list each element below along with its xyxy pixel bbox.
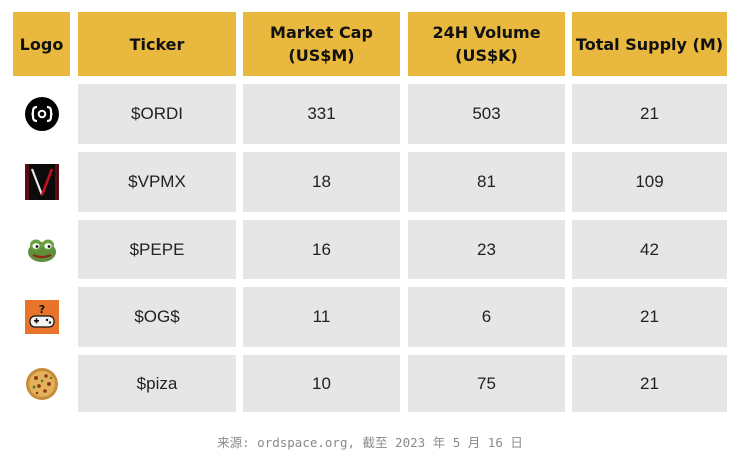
pepe-frog-icon [27, 239, 56, 262]
row-market-cap: 10 [243, 355, 400, 412]
ordi-logo-icon [24, 97, 59, 131]
header-volume: 24H Volume (US$K) [408, 12, 565, 76]
row-logo [13, 355, 70, 412]
source-note: 来源: ordspace.org, 截至 2023 年 5 月 16 日 [217, 435, 523, 450]
og-gamepad-icon: ? [24, 300, 59, 334]
row-market-cap: 331 [243, 84, 400, 144]
row-ticker: $OG$ [78, 287, 236, 347]
row-volume: 23 [408, 220, 565, 279]
vpmx-logo-icon [24, 164, 59, 200]
row-logo: ? [13, 287, 70, 347]
row-volume: 81 [408, 152, 565, 212]
row-ticker: $PEPE [78, 220, 236, 279]
header-supply: Total Supply (M) [572, 12, 727, 76]
row-market-cap: 18 [243, 152, 400, 212]
row-supply: 21 [572, 287, 727, 347]
row-logo [13, 152, 70, 212]
row-ticker: $piza [78, 355, 236, 412]
row-volume: 503 [408, 84, 565, 144]
header-logo: Logo [13, 12, 70, 76]
row-supply: 21 [572, 355, 727, 412]
row-market-cap: 16 [243, 220, 400, 279]
row-ticker: $VPMX [78, 152, 236, 212]
header-ticker: Ticker [78, 12, 236, 76]
row-logo [13, 220, 70, 279]
row-volume: 75 [408, 355, 565, 412]
row-logo [13, 84, 70, 144]
row-market-cap: 11 [243, 287, 400, 347]
pizza-icon [25, 367, 58, 400]
row-supply: 42 [572, 220, 727, 279]
svg-text:?: ? [38, 303, 44, 316]
row-ticker: $ORDI [78, 84, 236, 144]
row-supply: 21 [572, 84, 727, 144]
header-market-cap: Market Cap (US$M) [243, 12, 400, 76]
row-supply: 109 [572, 152, 727, 212]
row-volume: 6 [408, 287, 565, 347]
